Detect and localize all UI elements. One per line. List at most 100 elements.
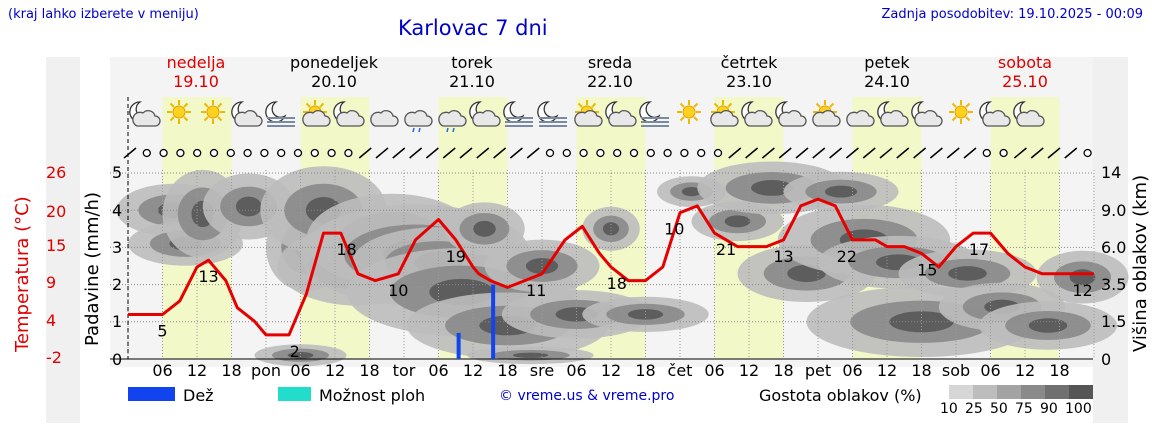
x-axis-tick: 06 [290,361,311,380]
x-axis-tick: 06 [704,361,725,380]
cloud-height-tick: 0 [1101,350,1112,369]
fog-moon-icon [265,101,295,127]
cloud-icon [846,110,875,127]
last-updated: Zadnja posodobitev: 19.10.2025 - 00:09 [881,7,1143,22]
cloud-rain-icon [438,110,467,133]
wind-barb [1030,147,1044,159]
wind-calm [209,148,219,158]
x-axis-tick: 06 [980,361,1001,380]
temperature-label: 17 [969,240,989,259]
precipitation-axis-label: Padavine (mm/h) [82,192,103,346]
day-label: četrtek 23.10 [699,53,799,91]
day-label: torek 21.10 [422,53,522,91]
temperature-label: 19 [446,247,466,266]
rain-bar [491,284,496,359]
temperature-label: 10 [388,281,408,300]
day-name: nedelja [166,53,226,72]
wind-barb [728,147,742,159]
cloud-moon-icon [979,101,1011,127]
wind-barb [358,147,372,159]
precipitation-tick: 5 [112,163,123,182]
x-axis-tick: 18 [497,361,518,380]
wind-barb [442,147,456,159]
wind-calm [243,148,252,158]
temperature-tick: 15 [46,236,67,255]
wind-barb [1047,147,1061,159]
wind-calm [159,148,168,158]
temperature-label: 10 [664,220,684,239]
wind-barb [845,147,859,159]
wind-barb [862,147,876,159]
cloud-density-area [602,222,620,236]
wind-calm [545,148,555,158]
cloud-density-level: 100 [1065,401,1092,417]
cloud-density-level: 10 [940,401,958,417]
cloud-height-axis-label: Višina oblakov (km) [1130,174,1151,352]
day-label: sobota 25.10 [975,53,1075,91]
wind-calm [697,148,706,158]
day-date: 20.10 [311,72,357,91]
cloud-density-swatch [973,385,997,399]
x-axis-tick: 12 [324,361,346,380]
x-axis-tick: 18 [773,361,794,380]
day-date: 25.10 [1002,72,1048,91]
day-label: sreda 22.10 [560,53,660,91]
wind-barb [392,147,406,159]
temperature-label: 22 [837,247,857,266]
cloud-sun-icon [812,100,841,127]
day-label: ponedeljek 20.10 [284,53,384,91]
cloud-moon-icon [911,101,943,127]
wind-calm [713,148,723,158]
wind-barb [896,147,910,159]
wind-barb [526,147,540,159]
wind-calm [327,148,336,158]
credit-link[interactable]: © vreme.us & vreme.pro [499,388,675,404]
x-axis-tick: 12 [738,361,760,380]
x-axis-tick: 12 [600,361,622,380]
day-name: četrtek [720,53,778,72]
cloud-height-tick: 3.5 [1101,275,1127,294]
temperature-label: 18 [336,240,356,259]
cloud-density-swatch [949,385,973,399]
temperature-label: 5 [157,322,167,341]
wind-barb [425,147,439,159]
wind-calm [226,148,235,158]
fog-moon-icon [503,101,533,127]
cloud-density-area [681,186,702,197]
precipitation-tick: 2 [112,275,123,294]
location-hint: (kraj lahko izberete v meniju) [8,7,199,22]
x-axis-tick: sob [941,361,971,380]
day-label: petek 24.10 [837,53,937,91]
cloud-density-area [1028,318,1068,333]
sun-icon [949,100,973,124]
cloud-moon-icon [129,101,161,127]
wind-calm [293,148,303,158]
cloud-moon-icon [877,101,909,127]
x-axis-tick: pon [250,361,282,380]
x-axis-tick: 12 [876,361,898,380]
storm-legend-label: Možnost ploh [319,386,426,405]
day-date: 24.10 [864,72,910,91]
cloud-density-swatch [1021,385,1045,399]
day-date: 22.10 [587,72,633,91]
day-name: petek [864,53,910,72]
wind-calm [277,148,286,158]
wind-barb [123,147,137,159]
day-label: nedelja 19.10 [146,53,246,91]
wind-calm [646,148,655,158]
x-axis-tick: 06 [842,361,863,380]
cloud-density-area [824,185,858,198]
cloud-moon-icon [741,101,773,127]
wind-calm [999,148,1008,158]
left-axis-panel [46,57,80,423]
rain-bar [456,332,461,359]
wind-barb [1064,147,1078,159]
cloud-height-tick: 14 [1101,163,1122,182]
wind-barb [829,147,843,159]
wind-barb [929,147,943,159]
cloud-icon [370,110,399,127]
cloud-moon-icon [469,101,501,127]
temperature-tick: 4 [46,311,57,330]
temperature-label: 13 [198,267,218,286]
cloud-moon-icon [333,101,365,127]
